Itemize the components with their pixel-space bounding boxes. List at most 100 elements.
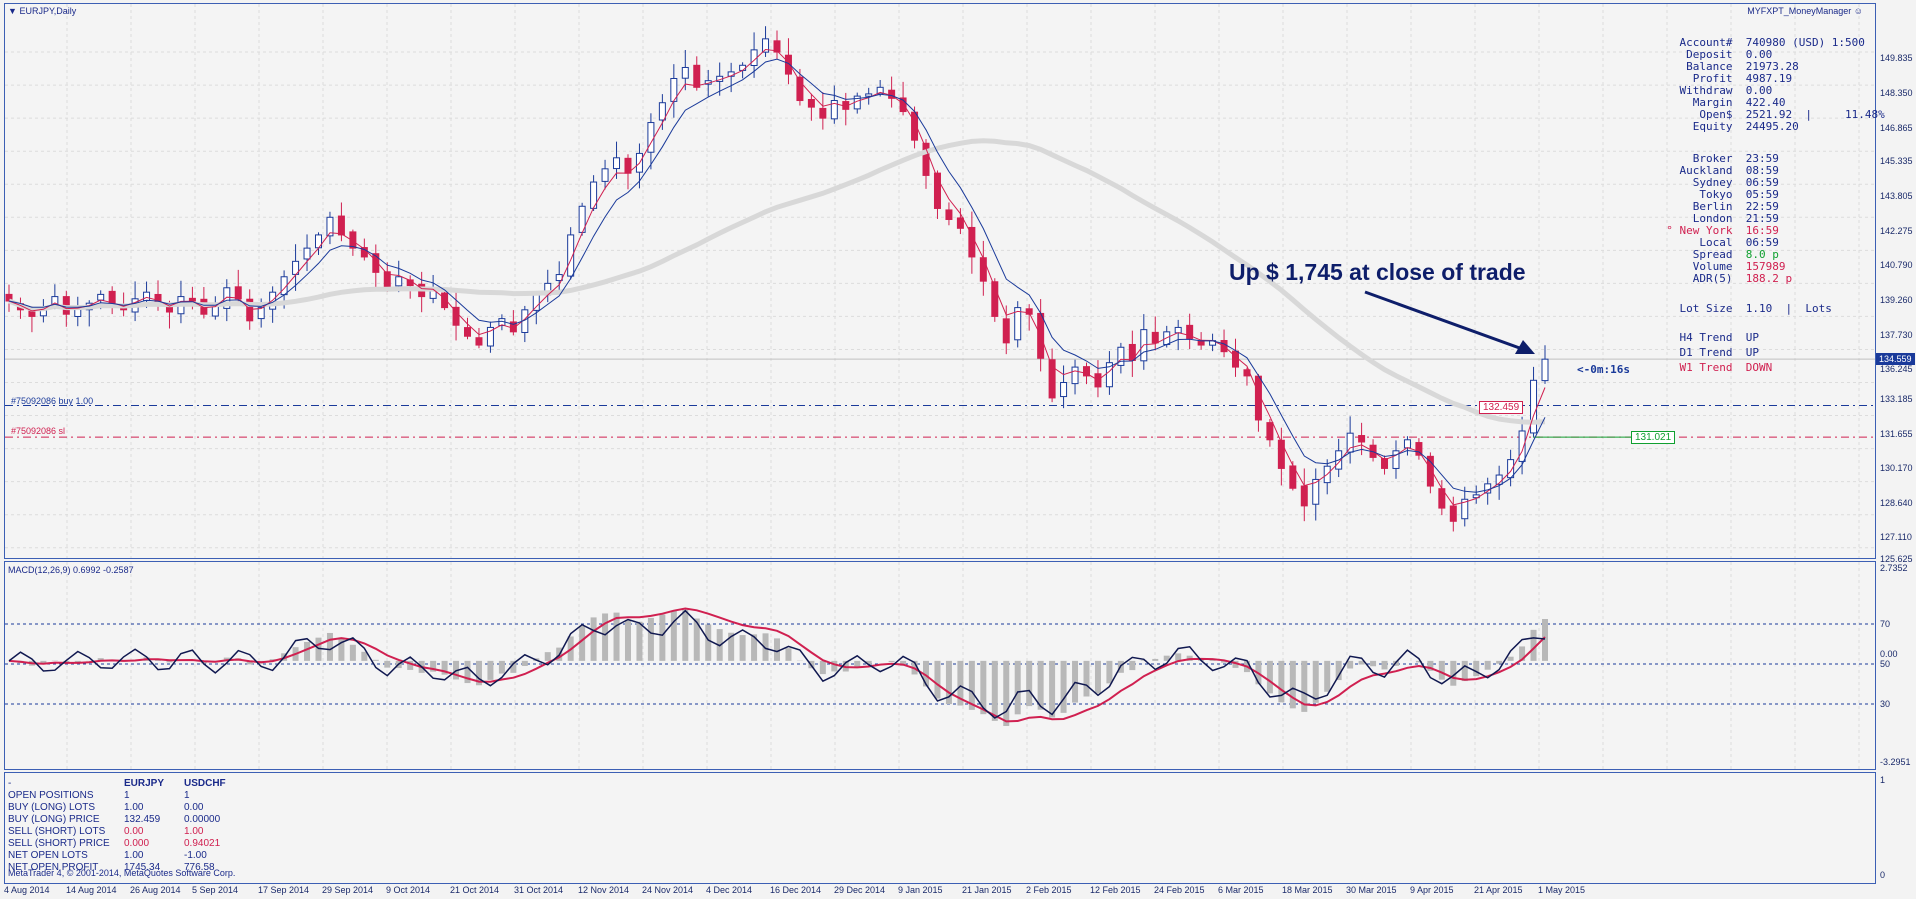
candle-body bbox=[1277, 439, 1285, 469]
candle-body bbox=[1060, 382, 1068, 398]
price-tick: 133.185 bbox=[1880, 394, 1913, 404]
order-buy-label[interactable]: #75092086 buy 1.00 bbox=[11, 396, 94, 406]
candle-body bbox=[1014, 307, 1022, 341]
macd-bar bbox=[1289, 660, 1296, 709]
macd-tick: 0.00 bbox=[1880, 649, 1898, 659]
positions-row: BUY (LONG) PRICE 132.459 0.00000 bbox=[8, 814, 221, 825]
annotation-arrow bbox=[1364, 290, 1526, 352]
ema-fast-line bbox=[8, 48, 1546, 506]
lower-scale-top: 1 bbox=[1880, 775, 1886, 785]
macd-bar bbox=[636, 621, 643, 661]
candle-body bbox=[441, 292, 449, 309]
candle-body bbox=[143, 291, 151, 302]
time-tick: 12 Nov 2014 bbox=[578, 885, 630, 895]
price-tick: 137.730 bbox=[1880, 330, 1913, 340]
candle-body bbox=[681, 66, 689, 79]
price-tick: 142.275 bbox=[1880, 226, 1913, 236]
candle-body bbox=[1426, 455, 1434, 487]
time-tick: 31 Oct 2014 bbox=[514, 885, 564, 895]
candle-body bbox=[991, 281, 999, 317]
indicator-name: MYFXPT_MoneyManager ☺ bbox=[1747, 6, 1863, 16]
candle-body bbox=[1048, 359, 1056, 399]
macd-bar bbox=[97, 658, 104, 661]
price-chart-pane[interactable]: ▼ EURJPY,Daily MYFXPT_MoneyManager ☺ Up … bbox=[4, 3, 1885, 559]
macd-bar bbox=[1037, 660, 1044, 710]
candle-body bbox=[658, 102, 666, 121]
candle-body bbox=[1541, 358, 1549, 382]
ema-mid-line bbox=[8, 58, 1546, 493]
order-sl-label[interactable]: #75092086 sl bbox=[11, 426, 66, 436]
macd-bar bbox=[361, 651, 368, 661]
price-tick: 143.805 bbox=[1880, 191, 1913, 201]
copyright: MetaTrader 4, © 2001-2014, MetaQuotes So… bbox=[8, 868, 236, 878]
macd-bar bbox=[865, 660, 872, 665]
info-row: H4 Trend UP bbox=[1653, 331, 1759, 344]
info-row: Tokyo 05:59 bbox=[1653, 188, 1779, 201]
lower-scale: 1 0 bbox=[1876, 772, 1912, 884]
candle-body bbox=[1392, 450, 1400, 469]
time-tick: 21 Apr 2015 bbox=[1474, 885, 1523, 895]
macd-bar bbox=[326, 632, 333, 661]
candle-body bbox=[1128, 343, 1136, 361]
info-row: Withdraw 0.00 bbox=[1653, 84, 1773, 97]
info-row: Account# 740980 (USD) 1:500 bbox=[1653, 36, 1865, 49]
macd-bar bbox=[1266, 660, 1273, 694]
price-chart bbox=[5, 4, 1875, 558]
positions-pane[interactable] bbox=[4, 772, 1876, 884]
macd-signal-line bbox=[8, 607, 1546, 723]
candle-body bbox=[1174, 326, 1182, 334]
macd-pane[interactable]: MACD(12,26,9) 0.6992 -0.2587 bbox=[4, 561, 1876, 770]
time-tick: 9 Apr 2015 bbox=[1410, 885, 1454, 895]
macd-bar bbox=[1049, 660, 1056, 718]
price-tick: 130.170 bbox=[1880, 463, 1913, 473]
price-tick: 139.260 bbox=[1880, 295, 1913, 305]
macd-bar bbox=[728, 632, 735, 661]
current-price-tag: 134.559 bbox=[1876, 353, 1915, 365]
macd-bar bbox=[854, 660, 861, 668]
candle-body bbox=[784, 54, 792, 75]
price-tick: 127.110 bbox=[1880, 532, 1912, 542]
entry-price-tag: 132.459 bbox=[1479, 401, 1524, 414]
macd-bar bbox=[647, 617, 654, 661]
macd-bar bbox=[1083, 660, 1090, 697]
candle-body bbox=[933, 172, 941, 209]
candle-body bbox=[1461, 498, 1469, 520]
macd-bar bbox=[705, 624, 712, 661]
smile-icon: ☺ bbox=[1853, 6, 1863, 16]
macd-bar bbox=[1335, 660, 1342, 681]
trend-panel: H4 Trend UP D1 Trend UP W1 Trend DOWN bbox=[1653, 332, 1772, 377]
candle-body bbox=[807, 98, 815, 108]
time-tick: 9 Jan 2015 bbox=[898, 885, 943, 895]
candle-body bbox=[1071, 366, 1079, 385]
price-scale[interactable]: 149.835 148.350 146.865 145.335 143.805 142.2… bbox=[1876, 3, 1913, 564]
candle-body bbox=[223, 287, 231, 309]
candle-body bbox=[234, 286, 242, 300]
macd-bar bbox=[521, 660, 528, 666]
candle-body bbox=[349, 231, 357, 249]
candle-body bbox=[1381, 458, 1389, 469]
macd-scale[interactable]: 2.7352 70 0.00 50 30 -3.2951 bbox=[1876, 561, 1912, 770]
candle-body bbox=[464, 327, 472, 337]
info-row: W1 Trend DOWN bbox=[1653, 361, 1773, 374]
macd-bar bbox=[1140, 660, 1147, 661]
macd-bar bbox=[372, 659, 379, 661]
macd-bar bbox=[430, 660, 437, 672]
info-row: Local 06:59 bbox=[1653, 236, 1779, 249]
candle-body bbox=[1403, 439, 1411, 449]
macd-bar bbox=[1209, 659, 1216, 661]
price-tick: 125.625 bbox=[1880, 554, 1913, 564]
macd-bar bbox=[1381, 660, 1388, 670]
macd-bar bbox=[475, 660, 482, 686]
macd-bar bbox=[1370, 660, 1377, 667]
macd-bar bbox=[441, 660, 448, 675]
time-tick: 26 Aug 2014 bbox=[130, 885, 181, 895]
info-row: Balance 21973.28 bbox=[1653, 60, 1799, 73]
macd-bar bbox=[1301, 660, 1308, 712]
candle-body bbox=[1186, 324, 1194, 339]
macd-bar bbox=[579, 625, 586, 661]
macd-tick: -3.2951 bbox=[1880, 757, 1911, 767]
macd-bar bbox=[682, 609, 689, 661]
macd-bar bbox=[670, 610, 677, 661]
chart-menu-icon[interactable]: ▼ bbox=[8, 6, 17, 16]
macd-bar bbox=[991, 660, 998, 721]
